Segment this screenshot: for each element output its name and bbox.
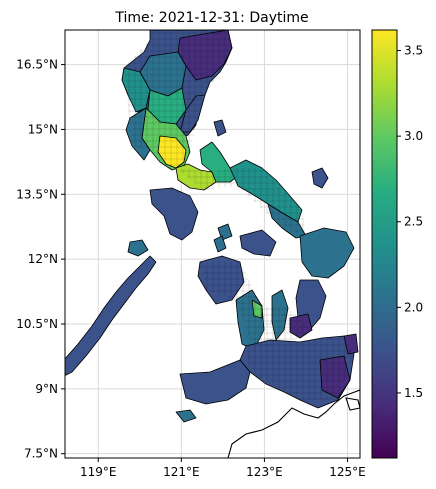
coast-south-islet [345,397,360,411]
province-boundaries [124,30,354,400]
x-tick-label: 123°E [246,465,283,479]
map-frame [64,29,361,459]
region-masbate [239,229,277,257]
x-axis: 119°E 121°E 123°E 125°E [80,458,366,479]
region-mindoro [149,187,199,241]
grain-visayas [200,262,312,350]
colorbar-gradient [371,29,398,459]
x-tick-label: 125°E [329,465,366,479]
grain-luzon [124,30,232,170]
colorbar: 1.5 2.0 2.5 3.0 3.5 [371,29,423,459]
y-tick-label: 9°N [35,382,58,396]
y-tick-label: 10.5°N [16,317,58,331]
coast-borneo-sulawesi [227,389,360,458]
grain-mindanao [246,336,354,400]
region-samar [299,227,355,279]
colorbar-tick-label: 3.5 [404,44,423,58]
region-romblon [213,235,227,253]
region-polillo [213,119,227,137]
region-palawan [65,255,157,376]
colorbar-ticks: 1.5 2.0 2.5 3.0 3.5 [397,44,423,400]
colorbar-tick-label: 2.0 [404,300,423,314]
colorbar-tick-label: 3.0 [404,129,423,143]
y-tick-label: 12°N [28,252,58,266]
colorbar-tick-label: 2.5 [404,215,423,229]
x-tick-label: 121°E [163,465,200,479]
y-tick-label: 7.5°N [24,447,58,461]
y-tick-label: 16.5°N [16,58,58,72]
region-calamian [127,239,149,257]
region-catanduanes [311,167,329,189]
map-title: Time: 2021-12-31: Daytime [114,10,308,26]
grain-south-luzon [176,168,306,236]
y-tick-label: 13.5°N [16,187,58,201]
region-zamboanga [179,359,251,405]
y-axis: 16.5°N 15°N 13.5°N 12°N 10.5°N 9°N 7.5°N [16,58,65,461]
colorbar-tick-label: 1.5 [404,386,423,400]
non-data-coastline [227,389,360,458]
y-tick-label: 15°N [28,122,58,136]
map-axes: 119°E 121°E 123°E 125°E 16.5°N 15°N 13.5°N 12°… [16,29,366,479]
x-tick-label: 119°E [80,465,117,479]
region-sulu [175,409,197,423]
